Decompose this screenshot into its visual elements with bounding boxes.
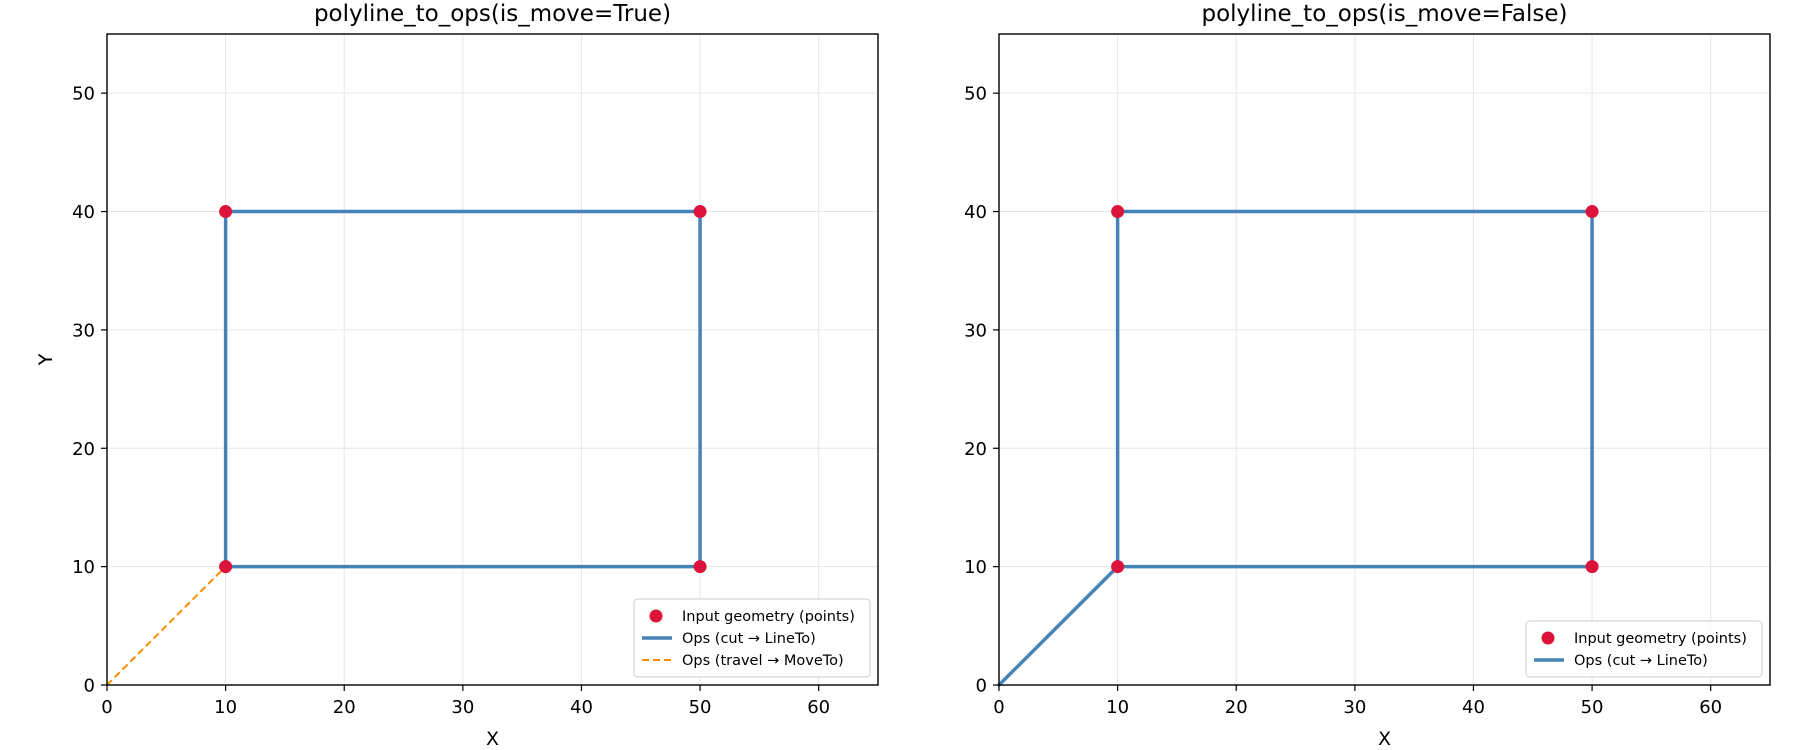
data-point	[1585, 560, 1599, 574]
legend-label: Ops (cut → LineTo)	[1574, 653, 1708, 669]
y-tick-label: 10	[964, 557, 987, 578]
y-tick-label: 30	[964, 320, 987, 341]
legend-item: Input geometry (points)	[1541, 631, 1747, 647]
legend-label: Input geometry (points)	[682, 609, 855, 625]
chart-title: polyline_to_ops(is_move=True)	[314, 1, 671, 27]
y-tick-label: 20	[964, 439, 987, 460]
legend-point-marker	[649, 609, 663, 623]
cut-path-line	[997, 209, 1594, 687]
legend: Input geometry (points) Ops (cut → LineTo…	[633, 598, 871, 678]
data-point	[219, 205, 233, 219]
data-point	[1111, 205, 1125, 219]
x-tick-label: 20	[333, 697, 356, 718]
y-tick-label: 40	[72, 202, 95, 223]
plot-area	[999, 34, 1770, 685]
x-axis-label: X	[1378, 728, 1391, 750]
chart-panel-2: 0 10 20 30 40 50 60 0 10 20 30 40 50 polyline_to_ops(…	[35, 1, 1771, 750]
data-point	[1111, 560, 1125, 574]
y-tick-label: 50	[72, 84, 95, 105]
axes-frame	[106, 33, 879, 686]
y-tick-label: 40	[964, 202, 987, 223]
legend-item: Ops (travel → MoveTo)	[642, 653, 844, 669]
legend-label: Input geometry (points)	[1574, 631, 1747, 647]
legend-item: Input geometry (points)	[649, 609, 855, 625]
x-tick-label: 50	[689, 697, 712, 718]
legend-label: Ops (travel → MoveTo)	[682, 653, 844, 669]
plot-area	[107, 34, 878, 685]
data-point	[1585, 205, 1599, 219]
data-point	[693, 560, 707, 574]
data-point	[219, 560, 233, 574]
x-tick-label: 40	[570, 697, 593, 718]
x-tick-label: 20	[1225, 697, 1248, 718]
data-point	[693, 205, 707, 219]
y-tick-label: 0	[976, 676, 987, 697]
y-tick-label: 10	[72, 557, 95, 578]
legend-box	[1525, 620, 1763, 678]
legend-point-marker	[1541, 631, 1555, 645]
y-tick-label: 50	[964, 84, 987, 105]
chart-title: polyline_to_ops(is_move=False)	[1202, 1, 1568, 27]
axes-frame	[998, 33, 1771, 686]
travel-path-line	[106, 565, 227, 686]
x-tick-label: 10	[214, 697, 237, 718]
x-tick-label: 60	[807, 697, 830, 718]
legend-item: Ops (cut → LineTo)	[642, 631, 816, 647]
y-tick-label: 30	[72, 320, 95, 341]
x-tick-label: 30	[451, 697, 474, 718]
y-axis-label: Y	[35, 353, 57, 366]
legend-box	[633, 598, 871, 678]
y-axis-label: Y	[35, 353, 57, 366]
x-tick-label: 40	[1462, 697, 1485, 718]
chart-panel-1: 0 10 20 30 40 50 60 0 10 20 30 40 50 polyline_to_ops(…	[35, 1, 879, 750]
x-axis-label: X	[486, 728, 499, 750]
y-tick-label: 0	[84, 676, 95, 697]
x-tick-label: 10	[1106, 697, 1129, 718]
x-tick-label: 50	[1581, 697, 1604, 718]
x-tick-label: 30	[1343, 697, 1366, 718]
legend-item: Ops (cut → LineTo)	[1534, 653, 1708, 669]
legend: Input geometry (points) Ops (cut → LineTo…	[1525, 620, 1763, 678]
x-tick-label: 0	[101, 697, 112, 718]
x-tick-label: 60	[1699, 697, 1722, 718]
x-tick-label: 0	[993, 697, 1004, 718]
y-tick-label: 20	[72, 439, 95, 460]
legend-label: Ops (cut → LineTo)	[682, 631, 816, 647]
